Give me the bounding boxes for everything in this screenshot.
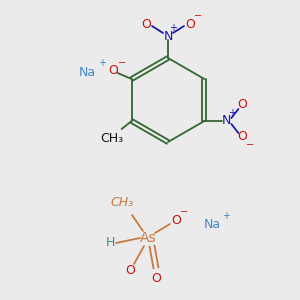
Text: O: O [109,64,118,77]
Text: +: + [222,211,230,221]
Text: Na: Na [203,218,220,230]
Text: O: O [141,17,151,31]
Text: −: − [194,11,202,21]
Text: O: O [185,17,195,31]
Text: +: + [228,108,236,118]
Text: CH₃: CH₃ [100,133,123,146]
Text: +: + [98,58,106,68]
Text: +: + [169,23,177,33]
Text: −: − [180,207,188,217]
Text: O: O [237,98,247,112]
Text: O: O [237,130,247,143]
Text: N: N [163,29,173,43]
Text: As: As [140,231,156,245]
Text: O: O [151,272,161,284]
Text: −: − [118,58,126,68]
Text: N: N [222,115,231,128]
Text: Na: Na [79,67,96,80]
Text: O: O [125,263,135,277]
Text: H: H [105,236,115,250]
Text: CH₃: CH₃ [110,196,134,208]
Text: −: − [246,140,254,150]
Text: O: O [171,214,181,226]
